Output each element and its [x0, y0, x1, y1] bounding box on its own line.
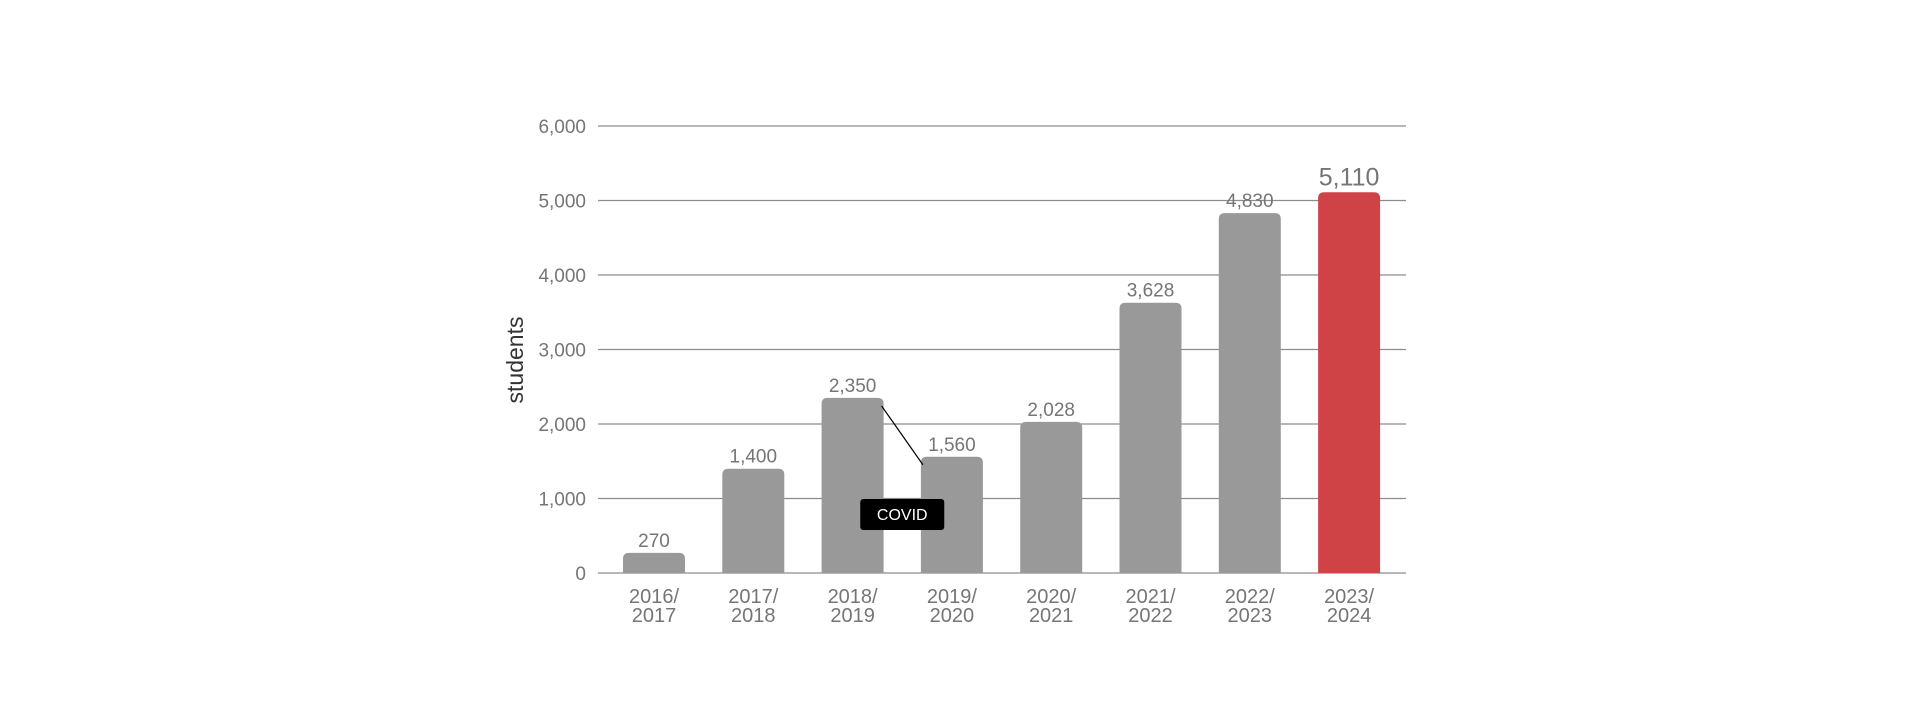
x-tick-label: 2021: [1029, 605, 1074, 627]
x-axis-ticks: 2016/2017 2017/2018 2018/2019 2019/2020 2020…: [629, 586, 1375, 627]
data-label: 1,400: [730, 447, 778, 468]
x-tick-label: 2020: [930, 605, 975, 627]
bar: [1119, 302, 1182, 573]
y-tick-label: 5,000: [538, 192, 586, 213]
x-tick-label: 2017: [632, 605, 677, 627]
x-tick-label: 2017/: [728, 586, 778, 608]
y-tick-label: 1,000: [538, 490, 586, 511]
y-tick-label: 2,000: [538, 415, 586, 436]
x-tick-label: 2022/: [1225, 586, 1275, 608]
bar: [1218, 213, 1281, 574]
x-tick-label: 2020/: [1026, 586, 1076, 608]
gridlines: [598, 125, 1406, 574]
x-tick-label: 2018: [731, 605, 776, 627]
y-tick-label: 0: [575, 564, 586, 585]
y-tick-label: 3,000: [538, 341, 586, 362]
y-axis-ticks: 0 1,000 2,000 3,000 4,000 5,000 6,000: [538, 117, 586, 585]
data-label: 2,350: [829, 376, 877, 397]
y-tick-label: 6,000: [538, 117, 586, 138]
bar: [1020, 421, 1083, 573]
data-label: 2,028: [1027, 400, 1075, 421]
x-tick-label: 2024: [1327, 605, 1372, 627]
y-axis-label: students: [502, 317, 528, 404]
x-tick-label: 2016/: [629, 586, 679, 608]
data-label: 3,628: [1127, 281, 1175, 302]
annotation-connector: [881, 405, 924, 466]
data-labels: 270 1,400 2,350 1,560 2,028 3,628 4,830 5,110: [638, 163, 1379, 552]
x-tick-label: 2022: [1128, 605, 1173, 627]
data-label: 4,830: [1226, 191, 1274, 212]
data-label: 270: [638, 531, 670, 552]
data-label: 1,560: [928, 435, 976, 456]
annotation-label: COVID: [877, 507, 928, 524]
bar: [1318, 192, 1381, 573]
y-tick-label: 4,000: [538, 266, 586, 287]
annotation-box: [860, 499, 945, 530]
bars: [623, 192, 1381, 574]
x-tick-label: 2023: [1228, 605, 1273, 627]
x-tick-label: 2019/: [927, 586, 977, 608]
x-tick-label: 2023/: [1324, 586, 1374, 608]
data-label: 5,110: [1319, 163, 1380, 191]
bar: [821, 397, 884, 573]
bar: [920, 456, 983, 573]
x-tick-label: 2021/: [1125, 586, 1175, 608]
bar: [623, 552, 685, 573]
annotations: COVID: [860, 405, 945, 530]
bar: [722, 468, 785, 573]
x-tick-label: 2019: [830, 605, 875, 627]
x-tick-label: 2018/: [828, 586, 878, 608]
